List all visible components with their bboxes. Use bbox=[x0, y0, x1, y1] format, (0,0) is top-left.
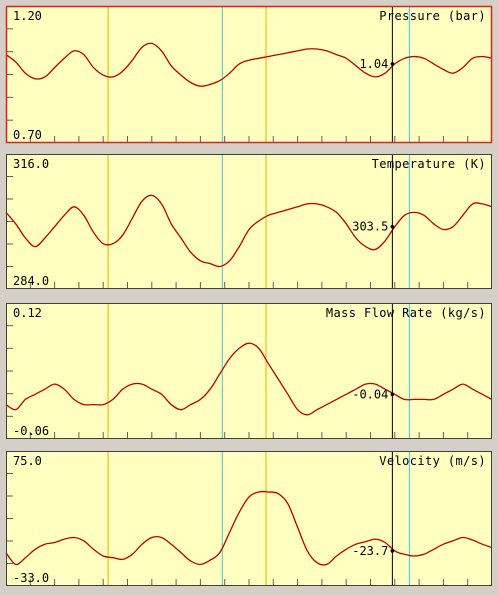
pressure-panel[interactable]: 1.20 0.70 Pressure (bar) 1.04 bbox=[5, 5, 493, 144]
velocity-panel-frame bbox=[6, 451, 492, 586]
mass-flow-cursor-value: -0.04 bbox=[352, 387, 388, 401]
cursor-point bbox=[390, 224, 395, 229]
pressure-marker-lines bbox=[107, 6, 410, 143]
temperature-y-max-label: 316.0 bbox=[13, 157, 49, 171]
mass-flow-y-max-label: 0.12 bbox=[13, 306, 42, 320]
velocity-tick-marks bbox=[6, 473, 469, 586]
temperature-cursor-value: 303.5 bbox=[352, 220, 388, 234]
mass-flow-plot-area[interactable] bbox=[6, 303, 492, 439]
temperature-title: Temperature (K) bbox=[372, 157, 486, 171]
velocity-y-max-label: 75.0 bbox=[13, 454, 42, 468]
mass-flow-y-min-label: -0.06 bbox=[13, 424, 49, 438]
mass-flow-panel-frame bbox=[6, 303, 492, 439]
velocity-panel[interactable]: 75.0 -33.0 Velocity (m/s) -23.7 bbox=[5, 451, 493, 586]
temperature-panel-frame bbox=[6, 154, 492, 289]
pressure-y-max-label: 1.20 bbox=[13, 9, 42, 23]
velocity-title: Velocity (m/s) bbox=[379, 454, 486, 468]
pressure-trace bbox=[5, 42, 493, 87]
pressure-y-min-label: 0.70 bbox=[13, 128, 42, 142]
temperature-tick-marks bbox=[6, 176, 469, 289]
mass-flow-title: Mass Flow Rate (kg/s) bbox=[326, 306, 486, 320]
pressure-plot-area[interactable] bbox=[6, 6, 492, 143]
mass-flow-panel[interactable]: 0.12 -0.06 Mass Flow Rate (kg/s) -0.04 bbox=[5, 303, 493, 439]
mass-flow-trace bbox=[5, 342, 493, 416]
cursor-point bbox=[390, 392, 395, 397]
velocity-marker-lines bbox=[107, 451, 410, 586]
temperature-trace bbox=[5, 194, 493, 268]
pressure-cursor-value: 1.04 bbox=[359, 57, 388, 71]
pressure-title: Pressure (bar) bbox=[379, 9, 486, 23]
pressure-panel-frame bbox=[5, 5, 493, 144]
mass-flow-tick-marks bbox=[6, 325, 469, 439]
temperature-y-min-label: 284.0 bbox=[13, 274, 49, 288]
temperature-panel[interactable]: 316.0 284.0 Temperature (K) 303.5 bbox=[5, 154, 493, 289]
velocity-y-min-label: -33.0 bbox=[13, 571, 49, 585]
velocity-plot-area[interactable] bbox=[6, 451, 492, 586]
cursor-point bbox=[390, 62, 395, 66]
velocity-cursor-value: -23.7 bbox=[352, 544, 388, 558]
temperature-plot-area[interactable] bbox=[6, 154, 492, 289]
cursor-point bbox=[390, 549, 395, 553]
velocity-trace bbox=[5, 490, 493, 566]
